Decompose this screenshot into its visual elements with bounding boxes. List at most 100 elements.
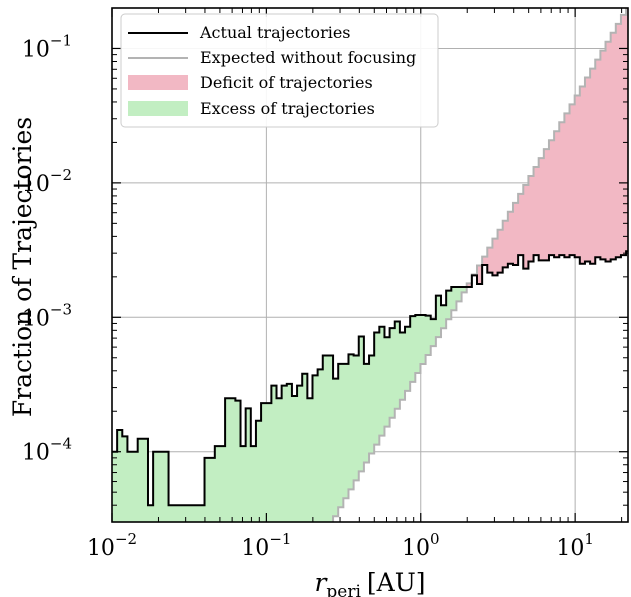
excess-fill-bin <box>230 398 236 522</box>
excess-fill-bin <box>312 375 319 522</box>
excess-fill-bin <box>266 403 272 522</box>
excess-fill-bin <box>456 287 463 302</box>
excess-fill-bin <box>281 385 288 522</box>
deficit-fill-bin <box>466 283 473 288</box>
x-axis-title: rperi [AU] <box>314 568 425 597</box>
legend-item-actual: Actual trajectories <box>128 23 351 42</box>
actual-trajectories-line <box>112 250 628 507</box>
excess-fill-bin <box>446 290 452 320</box>
tick-labels: 10−2 10−1 100 101 10−4 10−3 10−2 10−1 <box>22 31 594 561</box>
y-tick-label: 10−2 <box>22 166 72 197</box>
legend-label-expected: Expected without focusing <box>200 48 416 67</box>
excess-fill-bin <box>410 316 416 382</box>
excess-fill-bin <box>132 451 139 522</box>
excess-fill-bin <box>451 287 457 311</box>
deficit-fill-bin <box>497 229 504 273</box>
deficit-fill-bin <box>512 202 519 265</box>
deficit-fill-bin <box>605 41 612 262</box>
excess-fill-bin <box>374 332 380 445</box>
excess-fill-bin <box>338 363 344 508</box>
legend-label-excess: Excess of trajectories <box>200 99 375 118</box>
legend-item-expected: Expected without focusing <box>128 48 416 67</box>
excess-fill-bin <box>441 305 447 329</box>
excess-fill-bin <box>348 354 355 490</box>
excess-fill-bin <box>240 446 247 522</box>
deficit-fill-bin <box>569 104 576 256</box>
excess-fill-bin <box>122 436 128 522</box>
excess-fill-bin <box>435 295 442 338</box>
excess-fill-bin <box>276 398 283 522</box>
fill-regions <box>112 8 628 522</box>
x-tick-label: 10−2 <box>87 530 137 561</box>
legend-item-deficit: Deficit of trajectories <box>128 73 373 92</box>
excess-fill-bin <box>307 398 313 522</box>
excess-fill-bin <box>261 403 267 522</box>
excess-fill-bin <box>153 451 159 522</box>
deficit-fill-bin <box>600 50 607 260</box>
excess-fill-bin <box>291 395 298 522</box>
deficit-fill-bin <box>528 176 535 262</box>
legend-item-excess: Excess of trajectories <box>128 99 375 118</box>
excess-fill-bin <box>245 408 252 522</box>
deficit-fill-bin <box>554 131 560 258</box>
excess-fill-bin <box>255 420 262 522</box>
excess-fill-bin <box>194 505 200 522</box>
excess-fill-bin <box>168 505 175 522</box>
excess-fill-bin <box>271 385 278 522</box>
excess-fill-bin <box>297 385 303 522</box>
deficit-fill-bin <box>476 265 483 284</box>
deficit-fill-bin <box>548 140 555 256</box>
excess-fill-bin <box>399 332 406 400</box>
excess-fill-bin <box>358 336 365 472</box>
excess-fill-bin <box>117 430 123 522</box>
excess-fill-bin <box>183 505 190 522</box>
deficit-fill-bin <box>523 184 529 269</box>
deficit-fill-bin <box>487 247 493 273</box>
excess-fill-bin <box>178 505 185 522</box>
excess-fill-bin <box>394 321 401 409</box>
excess-fill-bin <box>369 355 375 454</box>
deficit-fill-bin <box>626 8 628 252</box>
y-axis-title: Fraction of Trajectories <box>8 117 37 417</box>
y-tick-label: 10−3 <box>22 300 72 331</box>
excess-fill-bin <box>250 446 257 522</box>
excess-fill-bin <box>405 326 411 391</box>
excess-fill-bin <box>286 383 293 522</box>
axis-ticks <box>111 8 628 523</box>
excess-fill-bin <box>137 438 144 522</box>
y-tick-label: 10−4 <box>22 435 72 466</box>
excess-fill-bin <box>379 326 385 436</box>
excess-fill-bin <box>353 355 360 481</box>
excess-fill-bin <box>389 328 396 418</box>
excess-fill-bin <box>430 319 437 347</box>
deficit-fill-bin <box>610 32 617 260</box>
excess-fill-bin <box>142 438 149 522</box>
deficit-fill-bin <box>620 14 627 256</box>
series-lines <box>112 8 628 522</box>
deficit-fill-bin <box>533 167 540 256</box>
x-tick-label: 10−1 <box>241 530 291 561</box>
excess-fill-bin <box>163 451 170 522</box>
excess-fill-bin <box>333 378 339 517</box>
deficit-fill-bin <box>584 77 591 262</box>
deficit-fill-bin <box>595 59 601 258</box>
excess-fill-bin <box>127 451 134 522</box>
excess-fill-bin <box>214 446 221 522</box>
legend-swatch-excess <box>128 101 188 116</box>
deficit-fill-bin <box>502 220 509 268</box>
excess-fill-bin <box>322 355 329 522</box>
excess-fill-bin <box>199 505 206 522</box>
y-tick-label: 10−1 <box>22 31 72 62</box>
expected-without-focusing-line <box>332 8 628 522</box>
deficit-fill-bin <box>482 256 488 265</box>
excess-fill-bin <box>209 457 216 522</box>
excess-fill-bin <box>112 451 118 522</box>
deficit-fill-bin <box>564 113 571 258</box>
excess-fill-bin <box>219 446 226 522</box>
deficit-fill-bin <box>492 238 499 276</box>
excess-fill-bin <box>425 315 432 356</box>
excess-fill-bin <box>204 457 211 522</box>
deficit-fill-bin <box>559 122 565 256</box>
excess-fill-bin <box>343 363 349 499</box>
